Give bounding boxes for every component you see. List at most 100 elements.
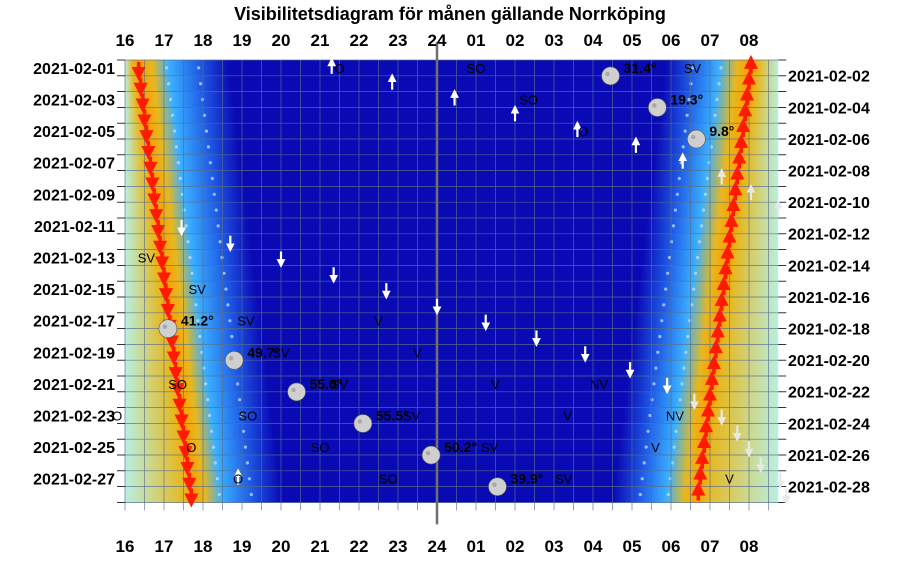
- visibility-dot: [677, 176, 681, 181]
- transit-altitude-label: 39.9°: [510, 471, 543, 487]
- direction-label: V: [651, 440, 660, 455]
- chart-title: Visibilitetsdiagram för månen gällande N…: [234, 4, 666, 24]
- hour-tick-bottom: 19: [233, 537, 252, 556]
- date-label-right: 2021-02-10: [788, 195, 870, 212]
- visibility-dot: [642, 461, 646, 465]
- direction-label: V: [563, 409, 572, 424]
- visibility-dot: [697, 240, 702, 244]
- visibility-dot: [178, 176, 182, 181]
- visibility-dot: [703, 192, 707, 196]
- visibility-dot: [167, 82, 171, 86]
- visibility-dot: [690, 303, 694, 307]
- visibility-dot: [217, 492, 221, 497]
- annotations: 31.4° 19.3° 9.8° 41.2° 49.7° 55.0° 55.5° 50.2° 3…: [112, 60, 734, 487]
- day-row: [125, 154, 779, 172]
- direction-label: NV: [666, 409, 684, 424]
- moon-icon: [488, 477, 507, 497]
- axes: 16 16 17 17 18 18 19 19 20 20 21 21 22 22 23 23 24 24 01 01…: [33, 31, 870, 556]
- date-label-right: 2021-02-02: [788, 69, 870, 86]
- date-label-right: 2021-02-14: [788, 258, 870, 275]
- visibility-dot: [198, 334, 202, 339]
- moon-crater: [605, 71, 610, 77]
- visibility-dot: [670, 461, 674, 465]
- visibility-dot: [671, 224, 676, 228]
- visibility-dot: [684, 350, 688, 354]
- visibility-dot: [214, 208, 218, 212]
- moon-crater: [652, 103, 657, 108]
- visibility-dot: [660, 319, 664, 323]
- visibility-dot: [652, 382, 656, 386]
- sun-arrows: [131, 54, 758, 508]
- visibility-dot: [204, 382, 208, 386]
- day-row: [125, 455, 779, 472]
- visibility-dot: [672, 445, 676, 449]
- day-row: [125, 297, 779, 314]
- direction-label: NV: [590, 377, 608, 392]
- transit-altitude-label: 49.7°: [247, 344, 280, 360]
- visibility-dot: [211, 445, 216, 449]
- visibility-dot: [717, 82, 721, 86]
- day-row: [125, 470, 779, 488]
- direction-label: SV: [188, 282, 206, 297]
- direction-label: SV: [481, 440, 499, 455]
- visibility-dot: [666, 492, 670, 497]
- visibility-dot: [640, 477, 644, 481]
- visibility-dot: [711, 129, 715, 133]
- visibility-dot: [170, 113, 175, 117]
- visibility-dot: [202, 366, 206, 370]
- visibility-dot: [224, 287, 228, 291]
- visibility-dot: [681, 145, 685, 149]
- direction-label: V: [374, 314, 383, 329]
- moon-rise-set-arrows: [177, 57, 791, 505]
- hour-tick-bottom: 22: [350, 537, 369, 556]
- visibility-dot: [245, 461, 249, 465]
- visibility-dot: [709, 145, 713, 149]
- transit-altitude-label: 19.3°: [670, 92, 703, 108]
- hour-tick-top: 03: [545, 31, 564, 50]
- date-label-right: 2021-02-06: [788, 132, 870, 149]
- visibility-dot: [692, 287, 696, 291]
- day-row: [125, 107, 779, 124]
- visibility-dot: [656, 350, 660, 354]
- moon-phase-icons: [158, 66, 706, 497]
- visibility-dot: [719, 66, 723, 70]
- visibility-dot: [699, 224, 704, 228]
- hour-tick-bottom: 05: [623, 537, 642, 556]
- day-row: [125, 312, 779, 330]
- date-label-left: 2021-02-25: [33, 440, 115, 457]
- hour-tick-bottom: 21: [311, 537, 330, 556]
- moon-icon: [601, 66, 620, 86]
- visibility-dot: [200, 97, 205, 102]
- date-label-right: 2021-02-18: [788, 322, 870, 339]
- day-row: [125, 170, 779, 187]
- direction-label: V: [491, 377, 500, 392]
- visibility-dot: [648, 413, 652, 418]
- visibility-dot: [228, 319, 232, 323]
- visibility-dot: [172, 129, 177, 133]
- visibility-dot: [685, 113, 689, 117]
- day-row: [125, 281, 779, 298]
- visibility-dot: [222, 271, 226, 275]
- visibility-dot: [168, 97, 173, 102]
- hour-tick-top: 22: [350, 31, 369, 50]
- hour-tick-top: 01: [467, 31, 486, 50]
- hour-tick-bottom: 20: [272, 537, 291, 556]
- moon-crater: [162, 324, 168, 329]
- moon-icon: [287, 382, 306, 402]
- visibility-dot: [715, 97, 719, 102]
- direction-label: SV: [684, 61, 702, 76]
- direction-label: SV: [555, 472, 573, 487]
- visibility-dot: [209, 429, 214, 433]
- direction-label: V: [725, 472, 734, 487]
- hour-tick-bottom: 06: [662, 537, 681, 556]
- moon-icon: [224, 350, 244, 370]
- hour-tick-bottom: 23: [389, 537, 408, 556]
- hour-tick-bottom: 01: [467, 537, 486, 556]
- direction-label: SO: [311, 440, 330, 455]
- direction-label: O: [186, 440, 196, 455]
- visibility-dot: [202, 113, 207, 117]
- visibility-dot: [206, 398, 210, 402]
- visibility-dot: [713, 113, 717, 117]
- date-label-right: 2021-02-04: [788, 100, 870, 117]
- transit-altitude-label: 31.4°: [624, 60, 657, 76]
